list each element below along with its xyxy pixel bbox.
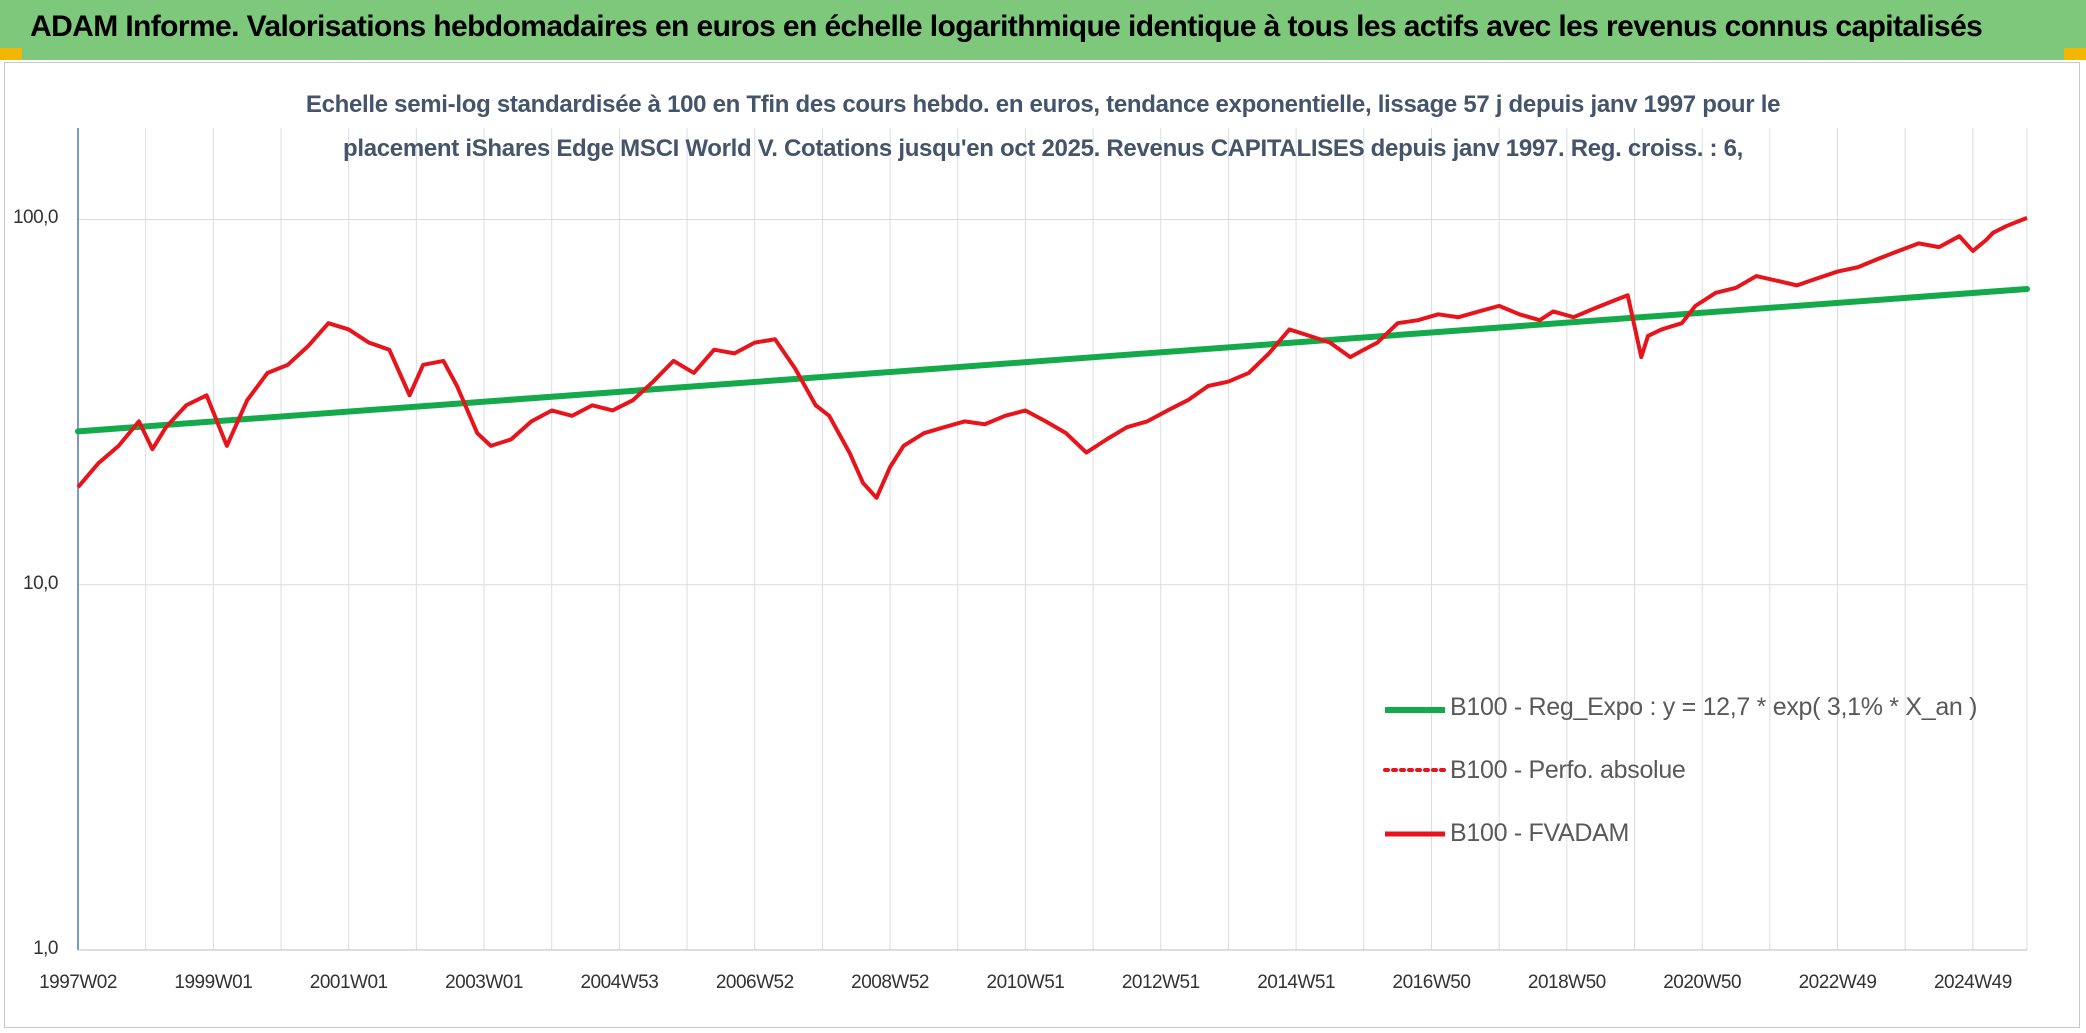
legend-label-perfo-absolue: B100 - Perfo. absolue: [1450, 756, 1686, 784]
y-tick-label: 100,0: [12, 207, 59, 229]
report-title: ADAM Informe. Valorisations hebdomadaire…: [30, 10, 1983, 43]
legend-label-regression: B100 - Reg_Expo : y = 12,7 * exp( 3,1% *…: [1450, 693, 1978, 721]
x-tick-label: 2022W49: [1798, 972, 1877, 993]
x-tick-label: 2010W51: [986, 972, 1065, 993]
corner-marker-left: [0, 48, 22, 60]
chart-subtitle-line-1: Echelle semi-log standardisée à 100 en T…: [305, 91, 1781, 118]
legend-label-fvadam: B100 - FVADAM: [1450, 819, 1630, 847]
x-tick-label: 2001W01: [309, 972, 388, 993]
chart-subtitle-line-2: placement iShares Edge MSCI World V. Cot…: [342, 135, 1744, 162]
y-tick-label: 1,0: [33, 938, 58, 959]
x-tick-label: 1997W02: [39, 972, 117, 993]
x-tick-label: 2024W49: [1933, 972, 2012, 993]
report-header-bar: ADAM Informe. Valorisations hebdomadaire…: [0, 0, 2086, 60]
x-tick-label: 1999W01: [174, 972, 253, 993]
x-tick-label: 2004W53: [580, 972, 659, 993]
x-tick-label: 2006W52: [715, 972, 794, 993]
series-line-regression: [75, 286, 2030, 435]
chart-panel: [4, 62, 2080, 1028]
corner-marker-right: [2064, 48, 2086, 60]
x-tick-label: 2018W50: [1527, 972, 1606, 993]
x-tick-label: 2016W50: [1392, 972, 1471, 993]
x-tick-label: 2014W51: [1257, 972, 1336, 993]
x-tick-label: 2003W01: [445, 972, 523, 993]
x-tick-label: 2008W52: [851, 972, 929, 993]
y-tick-label: 10,0: [23, 572, 58, 594]
series-line-fvadam: [76, 216, 2028, 500]
x-tick-label: 2020W50: [1663, 972, 1742, 993]
x-tick-label: 2012W51: [1121, 972, 1200, 993]
